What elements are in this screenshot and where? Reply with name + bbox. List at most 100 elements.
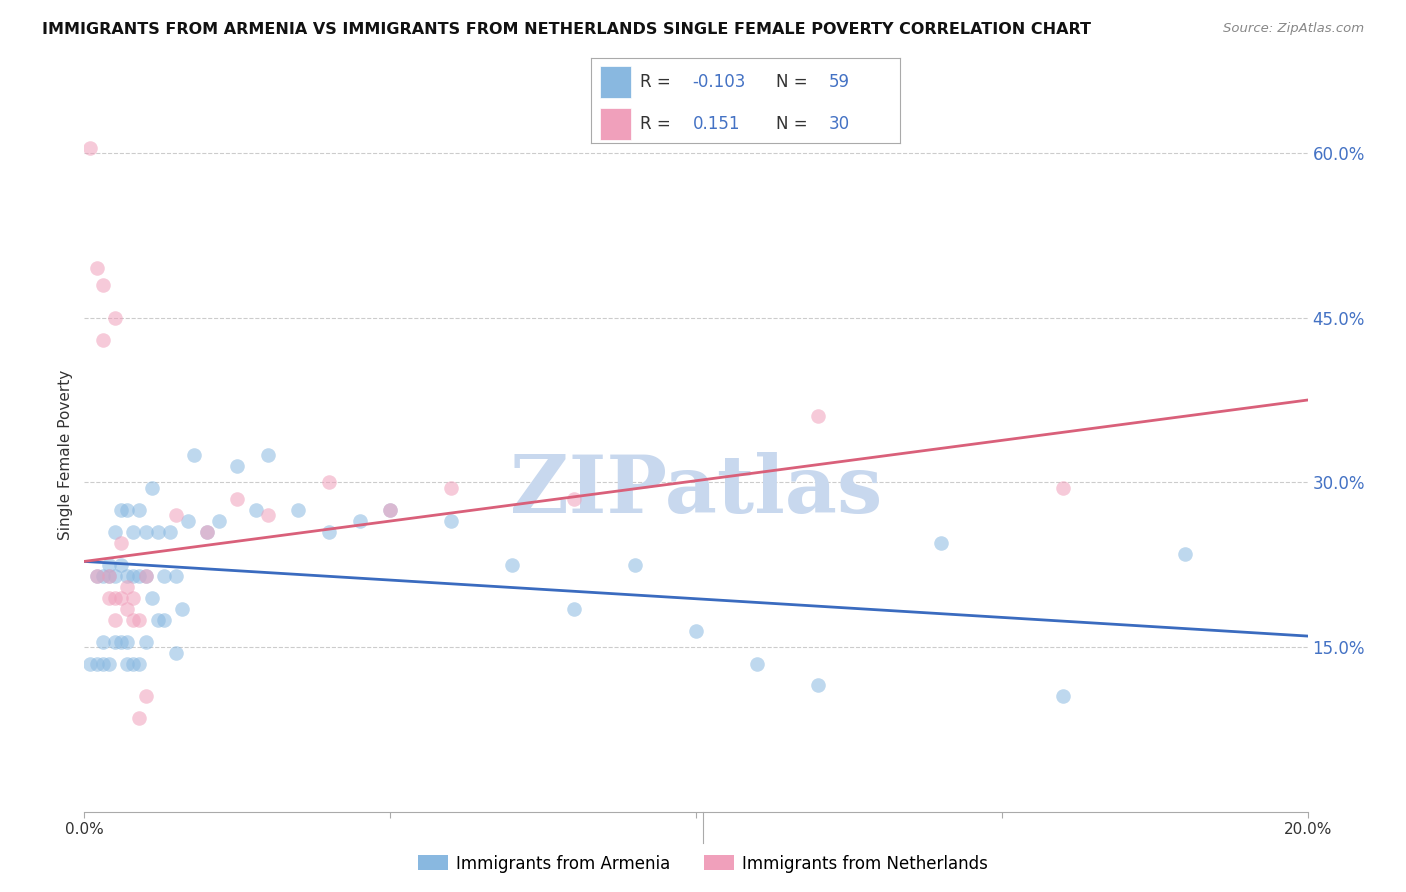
Point — [115, 503, 138, 517]
Point — [502, 558, 524, 572]
Point — [153, 613, 176, 627]
Point — [122, 613, 145, 627]
Point — [135, 568, 157, 582]
Text: Source: ZipAtlas.com: Source: ZipAtlas.com — [1223, 22, 1364, 36]
Point — [91, 657, 114, 671]
Text: IMMIGRANTS FROM ARMENIA VS IMMIGRANTS FROM NETHERLANDS SINGLE FEMALE POVERTY COR: IMMIGRANTS FROM ARMENIA VS IMMIGRANTS FR… — [42, 22, 1091, 37]
Point — [86, 657, 108, 671]
Point — [440, 514, 463, 528]
Point — [128, 657, 150, 671]
Point — [104, 524, 127, 539]
Point — [122, 591, 145, 605]
Text: 30: 30 — [828, 115, 849, 133]
Point — [177, 514, 200, 528]
Point — [135, 524, 157, 539]
Point — [110, 558, 132, 572]
Point — [318, 524, 340, 539]
Point — [91, 634, 114, 648]
Point — [195, 524, 218, 539]
Point — [91, 333, 114, 347]
Point — [97, 568, 120, 582]
Point — [97, 568, 120, 582]
Point — [172, 601, 194, 615]
Text: -0.103: -0.103 — [693, 73, 747, 91]
Text: R =: R = — [640, 73, 671, 91]
Point — [115, 634, 138, 648]
Text: N =: N = — [776, 115, 807, 133]
Text: 59: 59 — [828, 73, 849, 91]
Point — [135, 568, 157, 582]
Point — [79, 657, 101, 671]
Point — [122, 568, 145, 582]
Point — [747, 657, 769, 671]
Point — [104, 613, 127, 627]
Point — [104, 568, 127, 582]
Point — [685, 624, 707, 638]
Legend: Immigrants from Armenia, Immigrants from Netherlands: Immigrants from Armenia, Immigrants from… — [412, 848, 994, 880]
Point — [86, 568, 108, 582]
Point — [257, 448, 280, 462]
Point — [153, 568, 176, 582]
Point — [165, 508, 187, 523]
Point — [929, 535, 952, 549]
Point — [146, 613, 169, 627]
Point — [318, 475, 340, 490]
Point — [128, 503, 150, 517]
Point — [115, 580, 138, 594]
Point — [349, 514, 371, 528]
Point — [159, 524, 181, 539]
Point — [104, 634, 127, 648]
Point — [86, 261, 108, 276]
Point — [135, 634, 157, 648]
FancyBboxPatch shape — [600, 108, 631, 140]
Point — [115, 601, 138, 615]
Point — [115, 568, 138, 582]
Text: ZIPatlas: ZIPatlas — [510, 451, 882, 530]
Point — [122, 657, 145, 671]
Point — [135, 690, 157, 704]
Point — [183, 448, 205, 462]
Point — [128, 568, 150, 582]
Point — [1174, 547, 1197, 561]
Point — [91, 277, 114, 292]
Point — [91, 568, 114, 582]
Text: N =: N = — [776, 73, 807, 91]
Point — [287, 503, 309, 517]
Point — [97, 657, 120, 671]
Point — [115, 657, 138, 671]
Point — [562, 601, 585, 615]
FancyBboxPatch shape — [600, 66, 631, 98]
Point — [562, 491, 585, 506]
Point — [128, 613, 150, 627]
Point — [245, 503, 267, 517]
Point — [208, 514, 231, 528]
Point — [440, 481, 463, 495]
Point — [110, 535, 132, 549]
Point — [128, 711, 150, 725]
Point — [1052, 690, 1074, 704]
Point — [1052, 481, 1074, 495]
Text: 0.151: 0.151 — [693, 115, 740, 133]
Text: R =: R = — [640, 115, 671, 133]
Point — [257, 508, 280, 523]
Point — [79, 140, 101, 154]
Point — [226, 458, 249, 473]
Point — [165, 646, 187, 660]
Point — [110, 634, 132, 648]
Point — [141, 591, 163, 605]
Point — [380, 503, 402, 517]
Point — [807, 409, 830, 424]
Point — [104, 591, 127, 605]
Point — [110, 591, 132, 605]
Point — [97, 558, 120, 572]
Point — [110, 503, 132, 517]
Point — [807, 678, 830, 692]
Point — [104, 310, 127, 325]
Point — [86, 568, 108, 582]
Point — [97, 591, 120, 605]
Point — [165, 568, 187, 582]
Point — [146, 524, 169, 539]
Point — [624, 558, 647, 572]
Point — [141, 481, 163, 495]
Point — [195, 524, 218, 539]
